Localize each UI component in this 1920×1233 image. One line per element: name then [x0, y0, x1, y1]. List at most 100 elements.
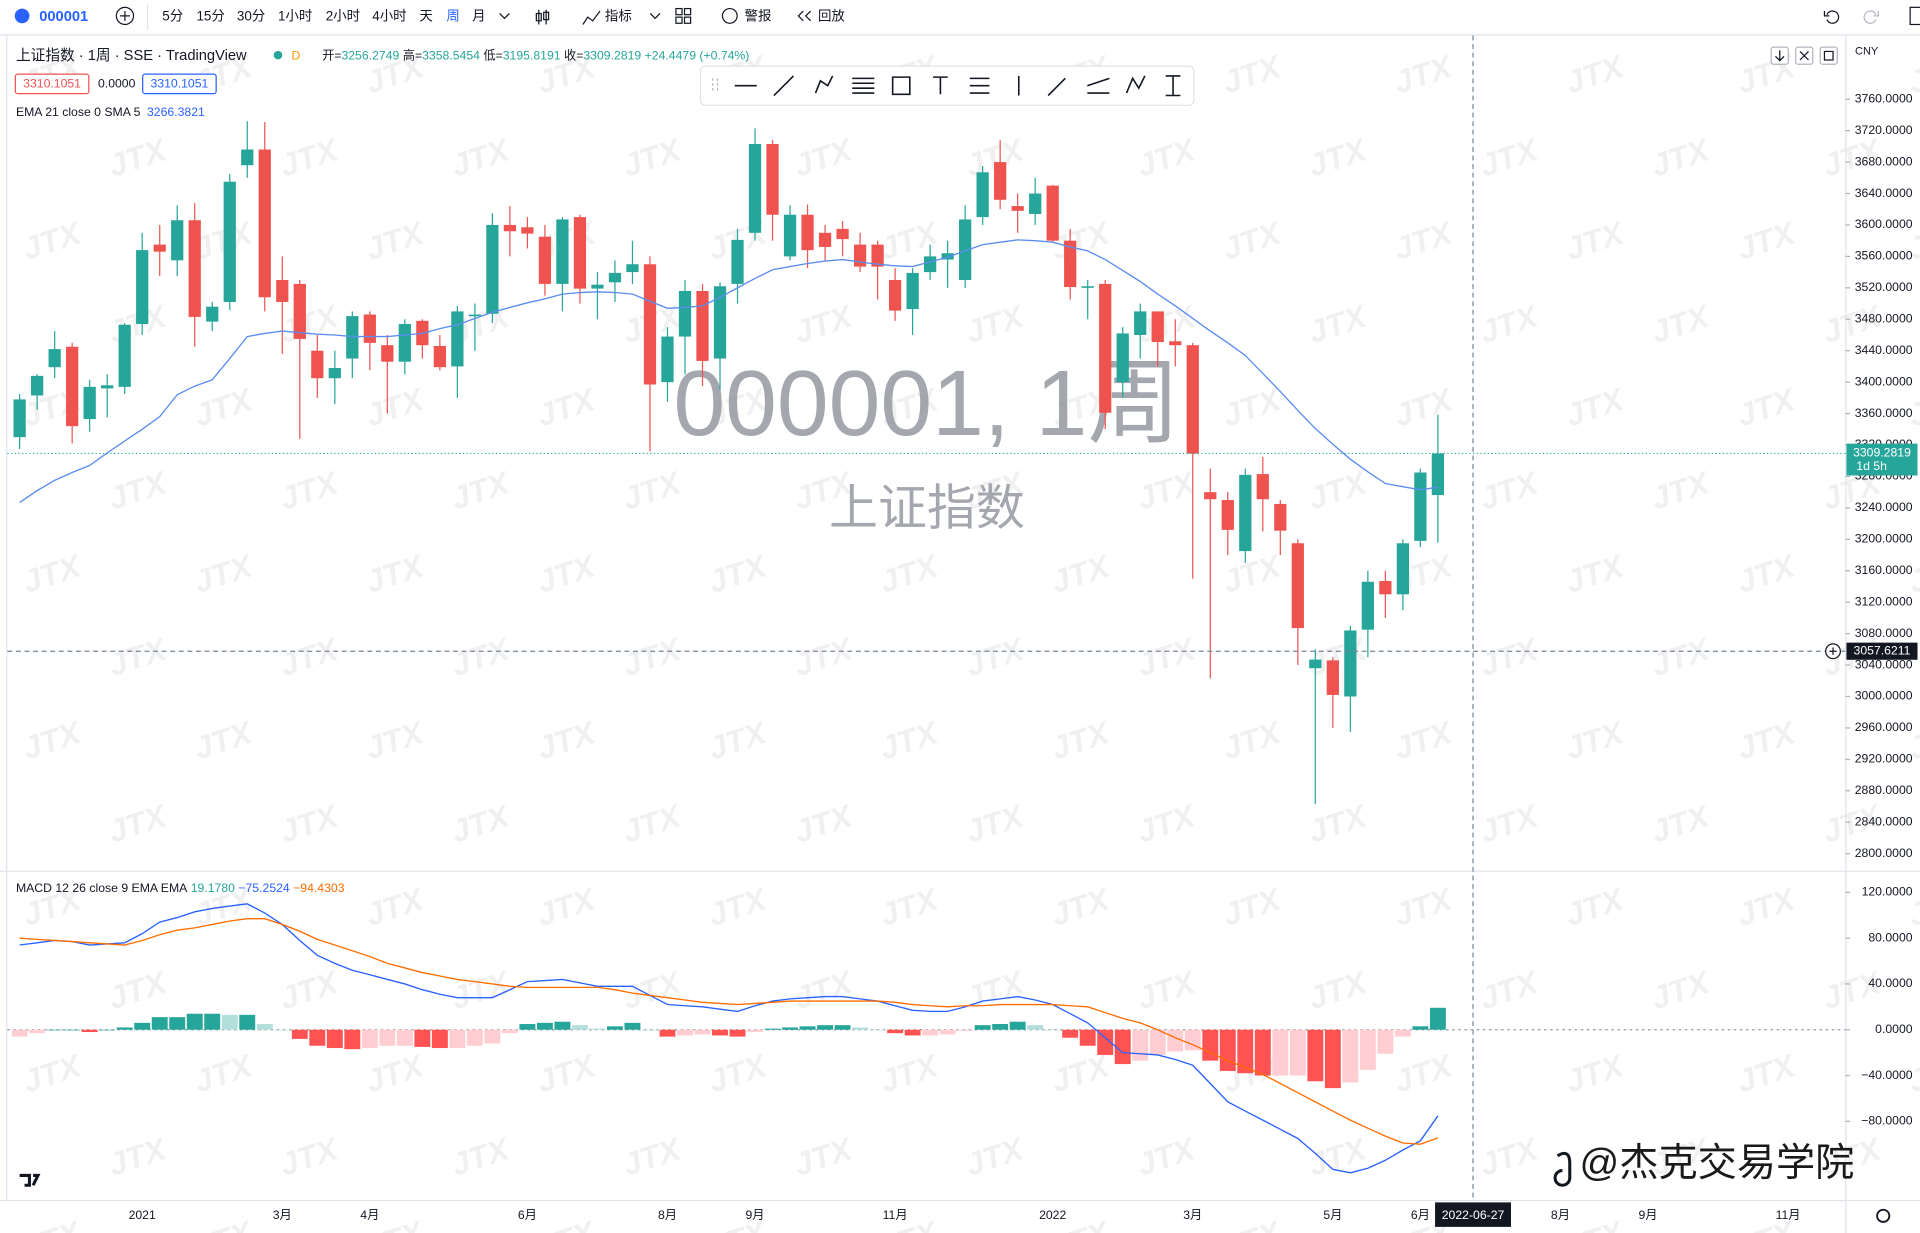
x-tick-label: 6月 — [1411, 1208, 1430, 1222]
drawing-tools[interactable] — [734, 75, 1181, 97]
macd-title: MACD 12 26 close 9 EMA EMA — [16, 881, 188, 895]
histogram-bar — [799, 1026, 816, 1030]
candle-body — [276, 279, 289, 302]
y-tick-label: 3360.0000 — [1855, 406, 1913, 420]
y-tick-label: 2880.0000 — [1855, 783, 1913, 797]
histogram-bar — [571, 1025, 588, 1030]
chart-type-button[interactable] — [535, 9, 550, 25]
y-tick-label: 3680.0000 — [1855, 154, 1913, 168]
histogram-bar — [151, 1017, 168, 1030]
x-tick-label: 2021 — [129, 1208, 156, 1222]
histogram-bar — [64, 1029, 81, 1031]
candle-body — [363, 314, 376, 343]
x-tick-label: 3月 — [1183, 1208, 1202, 1222]
tradingview-logo[interactable] — [19, 1173, 41, 1187]
histogram-bar — [869, 1029, 886, 1031]
histogram-bar — [904, 1029, 921, 1036]
undo-button[interactable] — [1823, 10, 1840, 24]
interval-dropdown[interactable] — [499, 13, 510, 20]
histogram-bar — [1289, 1029, 1306, 1076]
interval-button[interactable]: 月 — [472, 9, 485, 24]
add-alert-icon — [1829, 647, 1837, 655]
compare-button[interactable] — [115, 6, 135, 26]
histogram-bar — [1272, 1029, 1289, 1076]
candle-body — [713, 286, 727, 359]
candle-body — [136, 250, 149, 324]
candle-body — [538, 236, 552, 284]
candle-body — [398, 323, 411, 362]
histogram-bar — [922, 1029, 939, 1036]
candle-body — [83, 386, 96, 420]
settings-button[interactable] — [1876, 1208, 1891, 1223]
histogram-bar — [81, 1029, 98, 1033]
currency[interactable]: CNY — [1855, 45, 1879, 57]
layout-button[interactable] — [675, 7, 683, 16]
y-tick-label: 2840.0000 — [1855, 814, 1913, 828]
candle-body — [1064, 240, 1077, 288]
bid-box[interactable] — [14, 73, 90, 95]
y-tick-label: 2920.0000 — [1855, 752, 1913, 766]
candle-body — [924, 256, 937, 273]
histogram-bar — [1237, 1029, 1254, 1074]
interval-button[interactable]: 4小时 — [372, 9, 406, 24]
spread: 0.0000 — [98, 77, 136, 91]
histogram-bar — [957, 1029, 974, 1031]
y-tick-label: 3160.0000 — [1855, 563, 1913, 577]
indicators-button[interactable]: 指标 — [605, 9, 632, 24]
candle-body — [468, 314, 482, 317]
ema-value: 3266.3821 — [147, 105, 205, 119]
y-tick-label: 3200.0000 — [1855, 532, 1913, 546]
symbol[interactable]: 000001 — [39, 9, 88, 25]
histogram-bar — [1377, 1029, 1394, 1054]
candle-body — [433, 345, 446, 368]
redo-button[interactable] — [1863, 10, 1879, 24]
candle-body — [1431, 453, 1445, 496]
histogram-bar — [1097, 1029, 1114, 1055]
interval-button[interactable]: 天 — [419, 9, 432, 24]
candle-body — [941, 253, 954, 260]
x-tick-label: 3月 — [273, 1208, 292, 1222]
candle-body — [1274, 503, 1287, 531]
interval-button[interactable]: 2小时 — [326, 9, 360, 24]
histogram-bar — [1202, 1029, 1219, 1061]
histogram-bar — [677, 1029, 693, 1036]
histogram-bar — [1307, 1029, 1324, 1082]
histogram-bar — [1114, 1029, 1131, 1065]
replay-button[interactable]: 回放 — [818, 9, 845, 24]
histogram-bar — [396, 1029, 413, 1046]
pane-maximize-button[interactable] — [1819, 46, 1838, 65]
histogram-bar — [887, 1029, 904, 1034]
symbol-icon[interactable] — [14, 8, 30, 24]
interval-button[interactable]: 30分 — [237, 9, 265, 24]
interval-button[interactable]: 1小时 — [278, 9, 312, 24]
header-label: 开= — [322, 49, 341, 63]
histogram-bar — [834, 1025, 851, 1030]
candle-body — [1169, 341, 1182, 346]
fullscreen-button[interactable] — [1909, 6, 1920, 26]
ask-box[interactable] — [142, 73, 217, 95]
alerts-button[interactable]: 警报 — [745, 9, 772, 24]
macd-legend-value: −94.4303 — [293, 881, 345, 895]
histogram-bar — [46, 1029, 63, 1031]
interval-button[interactable]: 15分 — [196, 9, 224, 24]
candle-body — [766, 144, 779, 215]
macd-legend-value: 19.1780 — [191, 881, 235, 895]
pane-button-icons — [1775, 50, 1834, 62]
y-tick-label: 3040.0000 — [1855, 657, 1913, 671]
histogram-bar — [239, 1014, 256, 1030]
histogram-bar — [852, 1027, 869, 1030]
histogram-bar — [379, 1029, 396, 1046]
crosshair-date-label: 2022-06-27 — [1442, 1208, 1505, 1222]
interval-button[interactable]: 5分 — [162, 9, 183, 24]
toolbar-handle[interactable] — [712, 78, 719, 94]
histogram-bar — [1429, 1007, 1446, 1030]
indicators-dropdown[interactable] — [649, 13, 661, 20]
x-tick-label: 5月 — [1323, 1208, 1342, 1222]
header-change: +24.4479 (+0.74%) — [645, 49, 750, 63]
interval-button[interactable]: 周 — [446, 9, 459, 24]
replay-icon — [797, 10, 812, 22]
y-tick-label: 3600.0000 — [1855, 217, 1913, 231]
y-tick-label: 3000.0000 — [1855, 689, 1913, 703]
candle-body — [976, 172, 989, 218]
candle-body — [223, 181, 236, 302]
